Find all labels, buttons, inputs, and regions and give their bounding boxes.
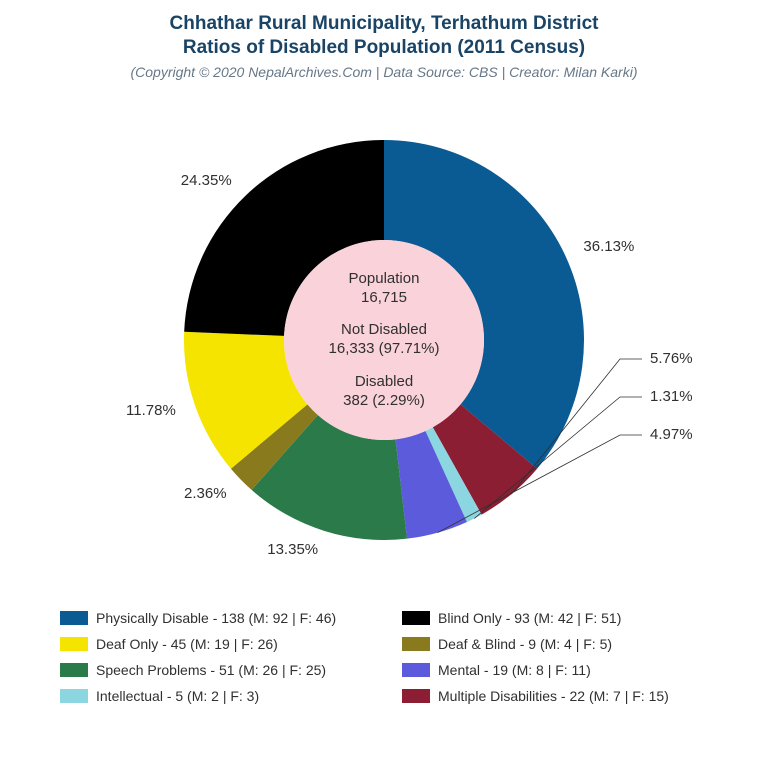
center-population: Population 16,715	[349, 270, 420, 308]
legend-item-7: Multiple Disabilities - 22 (M: 7 | F: 15…	[402, 688, 720, 704]
legend-item-4: Speech Problems - 51 (M: 26 | F: 25)	[60, 662, 378, 678]
slice-label-blind-only: 24.35%	[181, 172, 232, 189]
legend-item-5: Mental - 19 (M: 8 | F: 11)	[402, 662, 720, 678]
legend-text: Blind Only - 93 (M: 42 | F: 51)	[438, 610, 621, 626]
slice-label-intellectual: 1.31%	[650, 388, 693, 405]
legend-text: Physically Disable - 138 (M: 92 | F: 46)	[96, 610, 336, 626]
legend-text: Multiple Disabilities - 22 (M: 7 | F: 15…	[438, 688, 669, 704]
slice-label-speech-problems: 13.35%	[267, 541, 318, 558]
legend-swatch	[402, 663, 430, 677]
slice-label-multiple-disabilities: 5.76%	[650, 350, 693, 367]
title-block: Chhathar Rural Municipality, Terhathum D…	[0, 0, 768, 80]
center-disabled-value: 382 (2.29%)	[343, 392, 425, 411]
legend-item-1: Blind Only - 93 (M: 42 | F: 51)	[402, 610, 720, 626]
center-disabled: Disabled 382 (2.29%)	[343, 373, 425, 411]
center-population-value: 16,715	[349, 289, 420, 308]
legend-swatch	[60, 689, 88, 703]
legend-swatch	[402, 689, 430, 703]
legend-item-2: Deaf Only - 45 (M: 19 | F: 26)	[60, 636, 378, 652]
center-population-label: Population	[349, 270, 420, 289]
legend-text: Deaf & Blind - 9 (M: 4 | F: 5)	[438, 636, 612, 652]
legend-item-0: Physically Disable - 138 (M: 92 | F: 46)	[60, 610, 378, 626]
center-not-disabled-value: 16,333 (97.71%)	[329, 340, 440, 359]
subtitle: (Copyright © 2020 NepalArchives.Com | Da…	[0, 64, 768, 80]
legend-swatch	[402, 611, 430, 625]
legend-swatch	[60, 611, 88, 625]
legend-text: Mental - 19 (M: 8 | F: 11)	[438, 662, 591, 678]
legend-swatch	[60, 637, 88, 651]
legend-text: Intellectual - 5 (M: 2 | F: 3)	[96, 688, 259, 704]
chart-area: Population 16,715 Not Disabled 16,333 (9…	[0, 90, 768, 590]
legend-text: Speech Problems - 51 (M: 26 | F: 25)	[96, 662, 326, 678]
legend-item-6: Intellectual - 5 (M: 2 | F: 3)	[60, 688, 378, 704]
center-disabled-label: Disabled	[343, 373, 425, 392]
title-line-2: Ratios of Disabled Population (2011 Cens…	[0, 36, 768, 60]
center-circle: Population 16,715 Not Disabled 16,333 (9…	[284, 240, 484, 440]
legend-swatch	[60, 663, 88, 677]
slice-label-mental: 4.97%	[650, 426, 693, 443]
legend-item-3: Deaf & Blind - 9 (M: 4 | F: 5)	[402, 636, 720, 652]
legend-text: Deaf Only - 45 (M: 19 | F: 26)	[96, 636, 278, 652]
center-not-disabled: Not Disabled 16,333 (97.71%)	[329, 321, 440, 359]
center-not-disabled-label: Not Disabled	[329, 321, 440, 340]
slice-label-physically-disable: 36.13%	[583, 238, 634, 255]
slice-label-deaf-blind: 2.36%	[184, 485, 227, 502]
slice-label-deaf-only: 11.78%	[126, 402, 176, 419]
legend: Physically Disable - 138 (M: 92 | F: 46)…	[60, 610, 720, 704]
legend-swatch	[402, 637, 430, 651]
title-line-1: Chhathar Rural Municipality, Terhathum D…	[0, 12, 768, 36]
